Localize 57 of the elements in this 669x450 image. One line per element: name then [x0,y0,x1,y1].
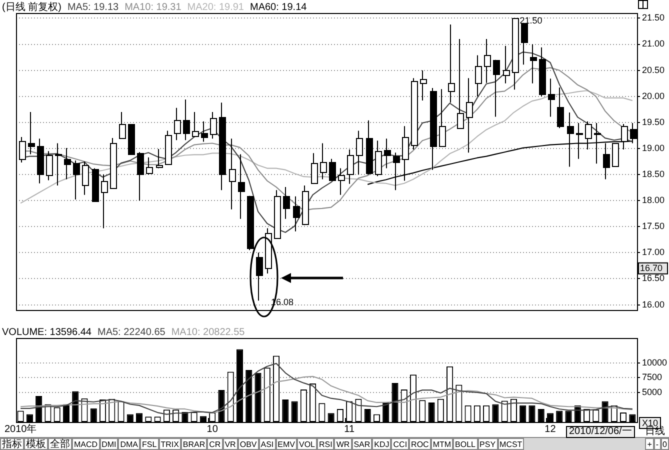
text: MCST [498,438,524,450]
text: VOL [297,438,318,450]
text: MACD [72,438,100,450]
text: - [654,438,661,450]
text: MA5: 19.13 [67,2,120,13]
text: CCI [391,438,410,450]
text: DMI [100,438,118,450]
y-tick-label: 21.50 [642,12,665,23]
text: 16.70 [640,262,663,273]
text: BOLL [453,438,478,450]
text: + [645,438,654,450]
text: TRIX [158,438,181,450]
x-tick-label: 2010年 [4,422,37,435]
y-tick-label: 18.50 [642,169,665,180]
y-tick-label: 18.00 [642,195,665,206]
text: 2010/12/06/一 [566,426,635,438]
text: 指标 [0,438,24,450]
y-tick-label: 19.50 [642,116,665,127]
x-tick-label: 11 [344,424,355,435]
text: ROC [409,438,431,450]
x-tick-label: 12 [544,424,556,435]
text: RSI [317,438,334,450]
y-tick-label: 21.00 [642,38,665,49]
text: VR [222,438,238,450]
y-tick-label: 20.00 [642,90,665,101]
text: 0 [660,438,669,450]
text: BRAR [180,438,208,450]
text: EMV [276,438,297,450]
text: VOLUME: 13596.44 [2,326,92,338]
y-tick-label: 10000 [642,357,668,368]
text: PSY [478,438,498,450]
text: CR [207,438,223,450]
y-tick-label: 5000 [642,386,662,397]
y-tick-label: 20.50 [642,64,665,75]
text: MA10: 19.31 [124,2,182,13]
text: MA10: 20822.55 [171,326,246,338]
text: MA20: 19.91 [187,2,244,13]
text: KDJ [372,438,392,450]
text: 全部 [48,438,72,450]
x-tick-label: 10 [206,424,218,435]
y-tick-label: 16.50 [642,273,665,284]
y-tick-label: 19.00 [642,142,665,153]
text: FSL [140,438,159,450]
chart-title: (日线 前复权) [2,0,62,13]
y-tick-label: 17.00 [642,247,665,258]
text: ASI [258,438,276,450]
text: MA5: 22240.65 [97,326,166,338]
text: WR [334,438,352,450]
text: MA60: 19.14 [250,2,308,13]
text: DMA [118,438,140,450]
y-tick-label: 7500 [642,372,662,382]
y-tick-label: 16.00 [642,299,665,310]
text: 模板 [24,438,48,450]
text: OBV [238,438,259,450]
text: MTM [430,438,454,450]
text: SAR [352,438,372,450]
y-tick-label: 17.50 [642,221,665,232]
